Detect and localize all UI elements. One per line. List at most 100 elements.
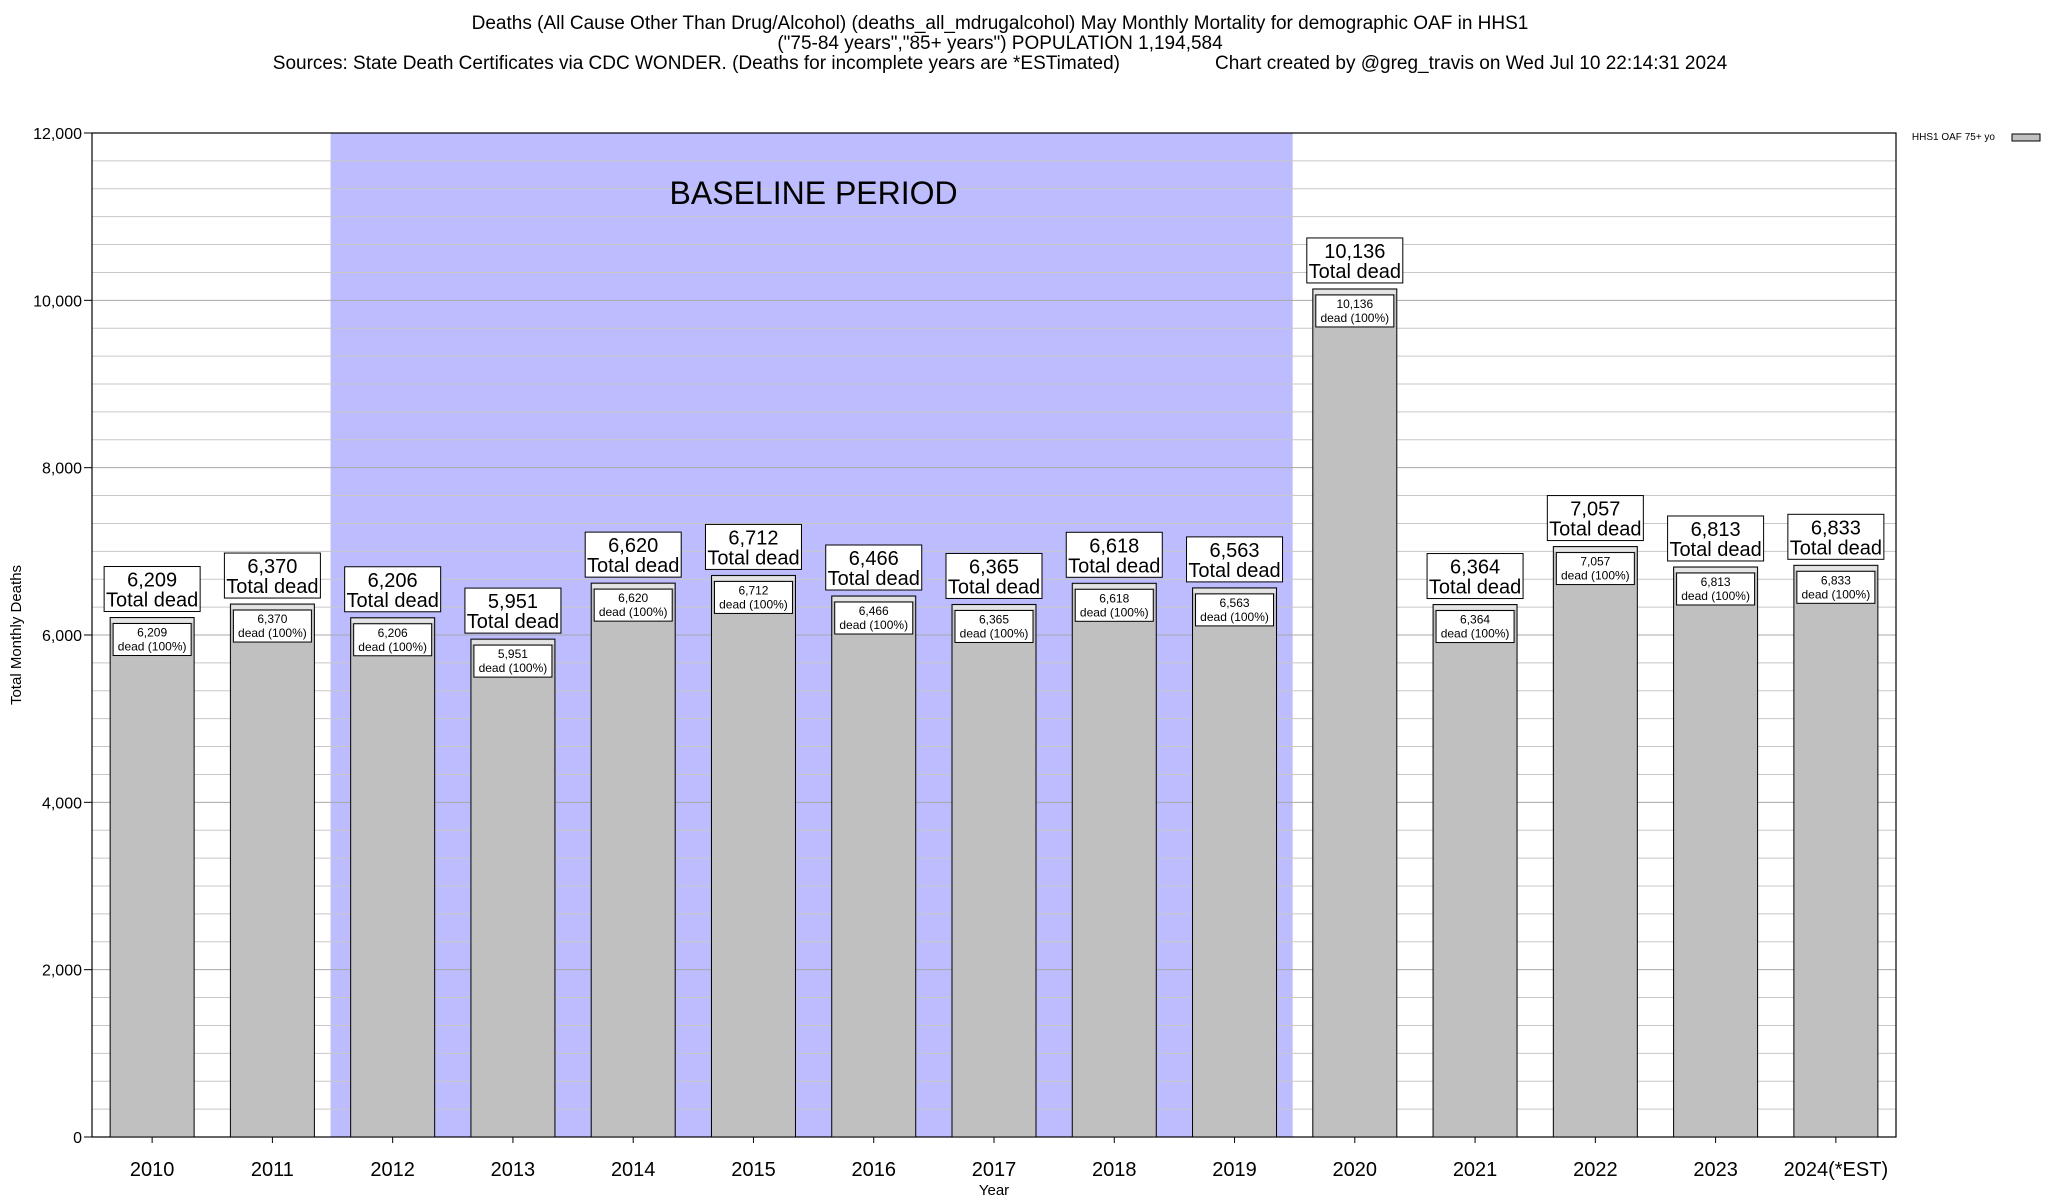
inner-percent-label: dead (100%) (719, 597, 788, 611)
total-value-label: 10,136 (1324, 241, 1385, 263)
total-value-label: 6,466 (849, 548, 899, 570)
inner-percent-label: dead (100%) (1080, 605, 1149, 619)
inner-label-box (112, 623, 192, 657)
bar (1673, 566, 1759, 1138)
bar (951, 603, 1037, 1138)
inner-value-label: 6,466 (859, 604, 889, 618)
inner-value-label: 6,620 (618, 591, 648, 605)
bar-cap (953, 605, 1035, 610)
x-tick-label: 2012 (370, 1159, 415, 1181)
bar (1432, 604, 1518, 1138)
total-value-label: 6,563 (1210, 540, 1260, 562)
total-value-label: 6,813 (1691, 519, 1741, 541)
inner-value-label: 6,813 (1701, 575, 1731, 589)
total-label-box (1186, 536, 1284, 583)
total-value-label: 6,712 (728, 527, 778, 549)
x-tick-label: 2017 (972, 1159, 1017, 1181)
x-tick-label: 2023 (1693, 1159, 1738, 1181)
bar-cap (471, 640, 554, 645)
total-label-box (1546, 495, 1644, 542)
bar (1071, 582, 1157, 1138)
total-value-label: 7,057 (1570, 499, 1620, 521)
total-dead-label: Total dead (1429, 577, 1521, 599)
inner-value-label: 6,206 (378, 626, 408, 640)
total-value-label: 6,365 (969, 556, 1019, 578)
bar (590, 582, 676, 1138)
total-dead-label: Total dead (226, 576, 318, 598)
inner-value-label: 6,209 (137, 626, 167, 640)
inner-value-label: 5,951 (498, 647, 528, 661)
inner-label-box (954, 609, 1034, 643)
y-tick-label: 6,000 (42, 628, 82, 645)
inner-value-label: 6,618 (1099, 591, 1129, 605)
bar-cap (1554, 547, 1637, 552)
inner-label-box (834, 601, 914, 635)
inner-percent-label: dead (100%) (1441, 627, 1510, 641)
total-dead-label: Total dead (1669, 539, 1761, 561)
bar-cap (1434, 605, 1517, 610)
inner-value-label: 6,563 (1220, 596, 1250, 610)
bar-cap (592, 584, 675, 589)
bar-cap (1794, 566, 1877, 571)
chart-title-block: Deaths (All Cause Other Than Drug/Alcoho… (0, 14, 2000, 74)
bar (470, 638, 556, 1138)
total-label-box (344, 566, 442, 613)
x-tick-label: 2016 (851, 1159, 896, 1181)
inner-label-box (1195, 593, 1275, 627)
total-dead-label: Total dead (1790, 537, 1882, 559)
legend-swatch (2011, 133, 2041, 142)
bar-cap (1193, 588, 1276, 593)
bar (1793, 564, 1879, 1138)
x-tick-label: 2018 (1092, 1159, 1137, 1181)
x-tick-label: 2020 (1333, 1159, 1378, 1181)
inner-percent-label: dead (100%) (358, 640, 427, 654)
total-dead-label: Total dead (828, 568, 920, 590)
bar-cap (111, 618, 194, 623)
bar-cap (231, 605, 314, 610)
total-label-box (1426, 553, 1524, 600)
x-tick-label: 2022 (1573, 1159, 1618, 1181)
inner-percent-label: dead (100%) (1200, 610, 1269, 624)
inner-percent-label: dead (100%) (479, 661, 548, 675)
bar-cap (1313, 289, 1396, 294)
x-tick-label: 2014 (611, 1159, 656, 1181)
total-value-label: 6,364 (1450, 557, 1500, 579)
x-tick-label: 2019 (1212, 1159, 1257, 1181)
total-dead-label: Total dead (1309, 261, 1401, 283)
total-label-box (1306, 237, 1404, 284)
bar (1192, 587, 1278, 1138)
total-label-box (1787, 513, 1885, 560)
bar (710, 574, 796, 1138)
y-tick-label: 12,000 (33, 126, 82, 143)
total-dead-label: Total dead (1068, 555, 1160, 577)
total-value-label: 6,833 (1811, 517, 1861, 539)
inner-label-box (713, 580, 793, 614)
legend-label: HHS1 OAF 75+ yo (1912, 132, 1996, 143)
chart-subtitle: ("75-84 years","85+ years") POPULATION 1… (777, 33, 1223, 54)
total-value-label: 6,209 (127, 570, 177, 592)
bar (1312, 288, 1398, 1138)
x-tick-label: 2011 (251, 1159, 294, 1181)
total-label-box (1667, 515, 1765, 562)
y-tick-label: 2,000 (42, 963, 82, 980)
y-tick-label: 10,000 (33, 293, 82, 310)
inner-percent-label: dead (100%) (599, 605, 668, 619)
inner-label-box (1796, 570, 1876, 604)
inner-label-box (1074, 588, 1154, 622)
inner-percent-label: dead (100%) (1561, 569, 1630, 583)
total-label-box (704, 523, 802, 570)
total-value-label: 6,370 (247, 556, 297, 578)
inner-value-label: 6,833 (1821, 573, 1851, 587)
y-tick-label: 0 (73, 1130, 82, 1147)
inner-percent-label: dead (100%) (238, 626, 307, 640)
bar-cap (832, 597, 915, 602)
x-tick-label: 2013 (491, 1159, 536, 1181)
y-tick-label: 4,000 (42, 795, 82, 812)
inner-percent-label: dead (100%) (1802, 587, 1871, 601)
total-value-label: 6,620 (608, 535, 658, 557)
bar-cap (1073, 584, 1156, 589)
total-label-box (1065, 531, 1163, 578)
inner-percent-label: dead (100%) (118, 640, 187, 654)
inner-percent-label: dead (100%) (1320, 311, 1389, 325)
